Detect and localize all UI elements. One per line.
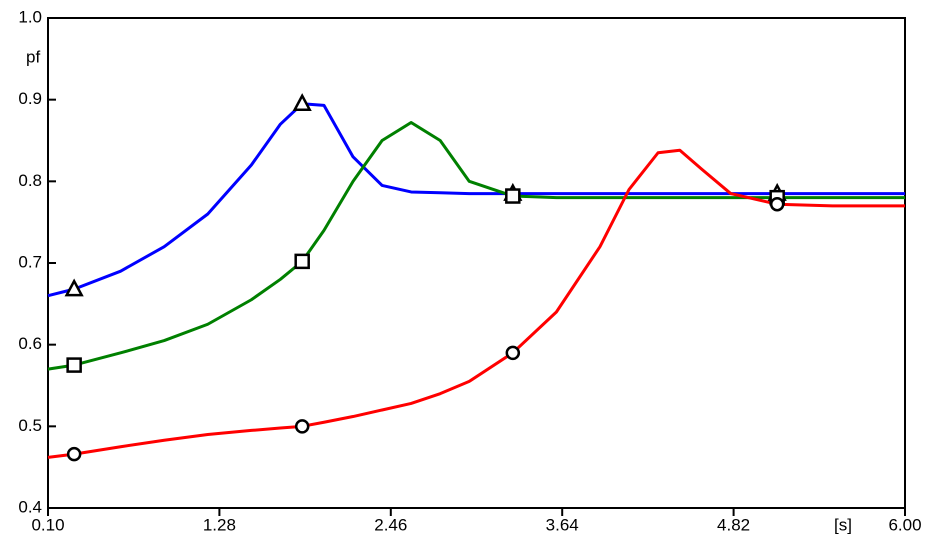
marker: [66, 446, 82, 462]
marker: [66, 357, 82, 373]
y-tick-label: 0.8: [18, 171, 42, 190]
x-tick-label: 2.46: [374, 515, 407, 534]
plot-frame: [47, 17, 906, 509]
marker: [505, 345, 521, 361]
x-axis-label: [s]: [834, 515, 852, 534]
marker: [505, 188, 521, 204]
y-tick-label: 0.9: [18, 89, 42, 108]
marker: [294, 253, 310, 270]
marker: [64, 278, 84, 297]
series-line: [47, 121, 905, 371]
x-tick-label: 6.00: [888, 515, 921, 534]
series-line: [47, 148, 905, 459]
y-tick-label: 0.4: [18, 497, 42, 516]
y-tick-label: 0.7: [18, 252, 42, 271]
marker: [769, 196, 785, 212]
y-tick-label: 1.0: [18, 7, 42, 26]
marker: [294, 419, 310, 434]
y-tick-label: 0.5: [18, 416, 42, 435]
marker: [292, 93, 312, 111]
y-tick-label: 0.6: [18, 334, 42, 353]
x-tick-label: 0.10: [31, 515, 64, 534]
x-tick-label: 4.82: [717, 515, 750, 534]
x-tick-label: 1.28: [203, 515, 236, 534]
x-tick-label: 3.64: [546, 515, 579, 534]
y-axis-label: pf: [26, 47, 40, 66]
series-line: [47, 102, 905, 298]
